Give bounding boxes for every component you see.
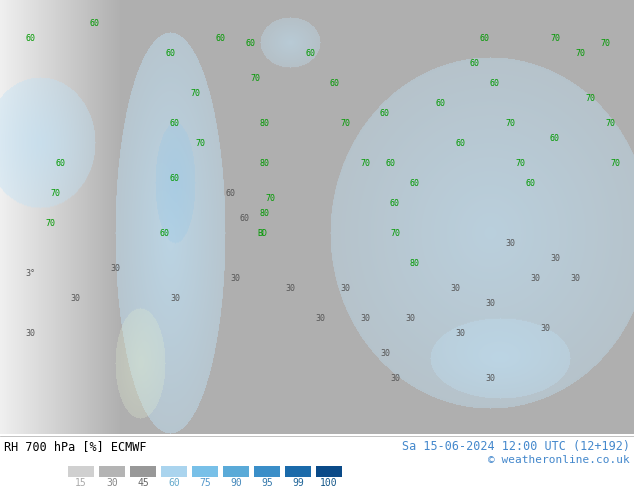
Text: 30: 30 — [405, 314, 415, 323]
Bar — [161, 466, 187, 477]
Text: 60: 60 — [455, 139, 465, 147]
Text: 30: 30 — [485, 374, 495, 383]
Text: 60: 60 — [435, 98, 445, 108]
Text: 30: 30 — [530, 274, 540, 283]
Text: 30: 30 — [360, 314, 370, 323]
Text: 60: 60 — [240, 214, 250, 223]
Bar — [99, 466, 125, 477]
Text: 70: 70 — [190, 89, 200, 98]
Text: 70: 70 — [610, 159, 620, 168]
Bar — [68, 466, 94, 477]
Text: 60: 60 — [170, 174, 180, 183]
Bar — [254, 466, 280, 477]
Text: 60: 60 — [170, 119, 180, 128]
Text: 30: 30 — [110, 264, 120, 273]
Text: 30: 30 — [25, 329, 35, 338]
Text: RH 700 hPa [%] ECMWF: RH 700 hPa [%] ECMWF — [4, 440, 146, 453]
Bar — [223, 466, 249, 477]
Text: 80: 80 — [260, 119, 270, 128]
Bar — [192, 466, 218, 477]
Text: 60: 60 — [25, 33, 35, 43]
Text: 70: 70 — [390, 229, 400, 238]
Text: © weatheronline.co.uk: © weatheronline.co.uk — [488, 455, 630, 466]
Text: 60: 60 — [225, 189, 235, 198]
Text: 70: 70 — [600, 39, 610, 48]
Text: 60: 60 — [385, 159, 395, 168]
Text: 30: 30 — [70, 294, 80, 303]
Text: 75: 75 — [199, 478, 211, 488]
Text: 30: 30 — [340, 284, 350, 293]
Text: 30: 30 — [170, 294, 180, 303]
Text: 60: 60 — [550, 134, 560, 143]
Text: 60: 60 — [480, 33, 490, 43]
Text: BD: BD — [257, 229, 267, 238]
Text: 60: 60 — [160, 229, 170, 238]
Text: 15: 15 — [75, 478, 87, 488]
Text: 30: 30 — [380, 349, 390, 358]
Text: 60: 60 — [55, 159, 65, 168]
Text: 60: 60 — [215, 33, 225, 43]
Text: 70: 70 — [575, 49, 585, 58]
Text: 100: 100 — [320, 478, 338, 488]
Text: 60: 60 — [165, 49, 175, 58]
Text: 70: 70 — [50, 189, 60, 198]
Text: 60: 60 — [245, 39, 255, 48]
Text: 60: 60 — [168, 478, 180, 488]
Text: 60: 60 — [305, 49, 315, 58]
Text: 70: 70 — [585, 94, 595, 102]
Text: 30: 30 — [230, 274, 240, 283]
Text: 90: 90 — [230, 478, 242, 488]
Bar — [316, 466, 342, 477]
Text: 70: 70 — [340, 119, 350, 128]
Text: 60: 60 — [90, 19, 100, 27]
Text: 70: 70 — [360, 159, 370, 168]
Text: 30: 30 — [505, 239, 515, 248]
Text: 30: 30 — [390, 374, 400, 383]
Text: 60: 60 — [380, 109, 390, 118]
Text: 60: 60 — [330, 78, 340, 88]
Text: 30: 30 — [106, 478, 118, 488]
Text: Sa 15-06-2024 12:00 UTC (12+192): Sa 15-06-2024 12:00 UTC (12+192) — [402, 440, 630, 453]
Text: 30: 30 — [540, 324, 550, 333]
Text: 70: 70 — [45, 219, 55, 228]
Bar — [285, 466, 311, 477]
Text: 45: 45 — [137, 478, 149, 488]
Text: 80: 80 — [260, 159, 270, 168]
Text: 30: 30 — [285, 284, 295, 293]
Text: 70: 70 — [550, 33, 560, 43]
Text: 30: 30 — [455, 329, 465, 338]
Text: 60: 60 — [525, 179, 535, 188]
Text: 80: 80 — [410, 259, 420, 268]
Text: 70: 70 — [250, 74, 260, 83]
Text: 3°: 3° — [25, 269, 35, 278]
Text: 70: 70 — [515, 159, 525, 168]
Text: 70: 70 — [605, 119, 615, 128]
Text: 60: 60 — [390, 199, 400, 208]
Text: 80: 80 — [260, 209, 270, 218]
Text: 60: 60 — [490, 78, 500, 88]
Text: 95: 95 — [261, 478, 273, 488]
Text: 30: 30 — [485, 299, 495, 308]
Text: 70: 70 — [505, 119, 515, 128]
Text: 30: 30 — [315, 314, 325, 323]
Text: 70: 70 — [265, 194, 275, 203]
Text: 30: 30 — [450, 284, 460, 293]
Text: 99: 99 — [292, 478, 304, 488]
Bar — [130, 466, 156, 477]
Text: 60: 60 — [470, 59, 480, 68]
Text: 30: 30 — [550, 254, 560, 263]
Text: 70: 70 — [195, 139, 205, 147]
Text: 30: 30 — [570, 274, 580, 283]
Text: 60: 60 — [410, 179, 420, 188]
